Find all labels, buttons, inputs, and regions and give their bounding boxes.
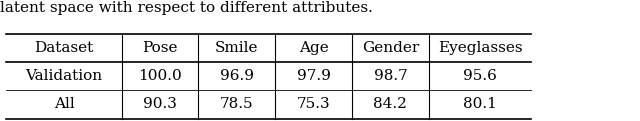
Text: Smile: Smile	[215, 41, 259, 55]
Text: Age: Age	[299, 41, 328, 55]
Text: 97.9: 97.9	[297, 69, 330, 83]
Text: 78.5: 78.5	[220, 97, 253, 111]
Text: 100.0: 100.0	[138, 69, 182, 83]
Text: 95.6: 95.6	[463, 69, 497, 83]
Text: 84.2: 84.2	[374, 97, 407, 111]
Text: 80.1: 80.1	[463, 97, 497, 111]
Text: All: All	[54, 97, 74, 111]
Text: 98.7: 98.7	[374, 69, 407, 83]
Text: Dataset: Dataset	[35, 41, 93, 55]
Text: 75.3: 75.3	[297, 97, 330, 111]
Text: latent space with respect to different attributes.: latent space with respect to different a…	[0, 1, 373, 15]
Text: 90.3: 90.3	[143, 97, 177, 111]
Text: Validation: Validation	[26, 69, 102, 83]
Text: Eyeglasses: Eyeglasses	[438, 41, 522, 55]
Text: Pose: Pose	[142, 41, 178, 55]
Text: 96.9: 96.9	[220, 69, 254, 83]
Text: Gender: Gender	[362, 41, 419, 55]
